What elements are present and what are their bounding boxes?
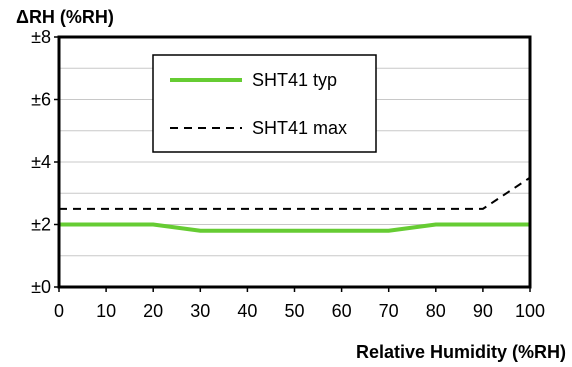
x-tick-label: 100 [515,301,545,321]
x-tick-label: 90 [473,301,493,321]
series-line-typ [59,222,530,233]
x-tick-label: 20 [143,301,163,321]
series-line-max [59,176,531,210]
y-tick-label: ±8 [31,27,51,47]
y-tick-label: ±6 [31,90,51,110]
x-tick-label: 30 [190,301,210,321]
x-tick-label: 40 [237,301,257,321]
x-axis-title: Relative Humidity (%RH) [356,342,566,362]
x-tick-label: 50 [284,301,304,321]
legend-box [152,54,377,153]
y-axis-title: ΔRH (%RH) [16,7,114,27]
x-tick-label: 60 [332,301,352,321]
y-tick-label: ±4 [31,152,51,172]
x-axis-ticks: 0 10 20 30 40 50 60 70 80 90 100 [54,287,545,321]
y-axis-ticks: ±0 ±2 ±4 ±6 ±8 [31,27,59,297]
legend-label-typ: SHT41 typ [252,70,337,90]
legend-label-max: SHT41 max [252,118,347,138]
x-tick-label: 0 [54,301,64,321]
legend: SHT41 typ SHT41 max [152,54,377,153]
x-tick-label: 80 [426,301,446,321]
x-tick-label: 10 [96,301,116,321]
x-tick-label: 70 [379,301,399,321]
series-lines [59,176,531,233]
y-tick-label: ±0 [31,277,51,297]
y-tick-label: ±2 [31,215,51,235]
